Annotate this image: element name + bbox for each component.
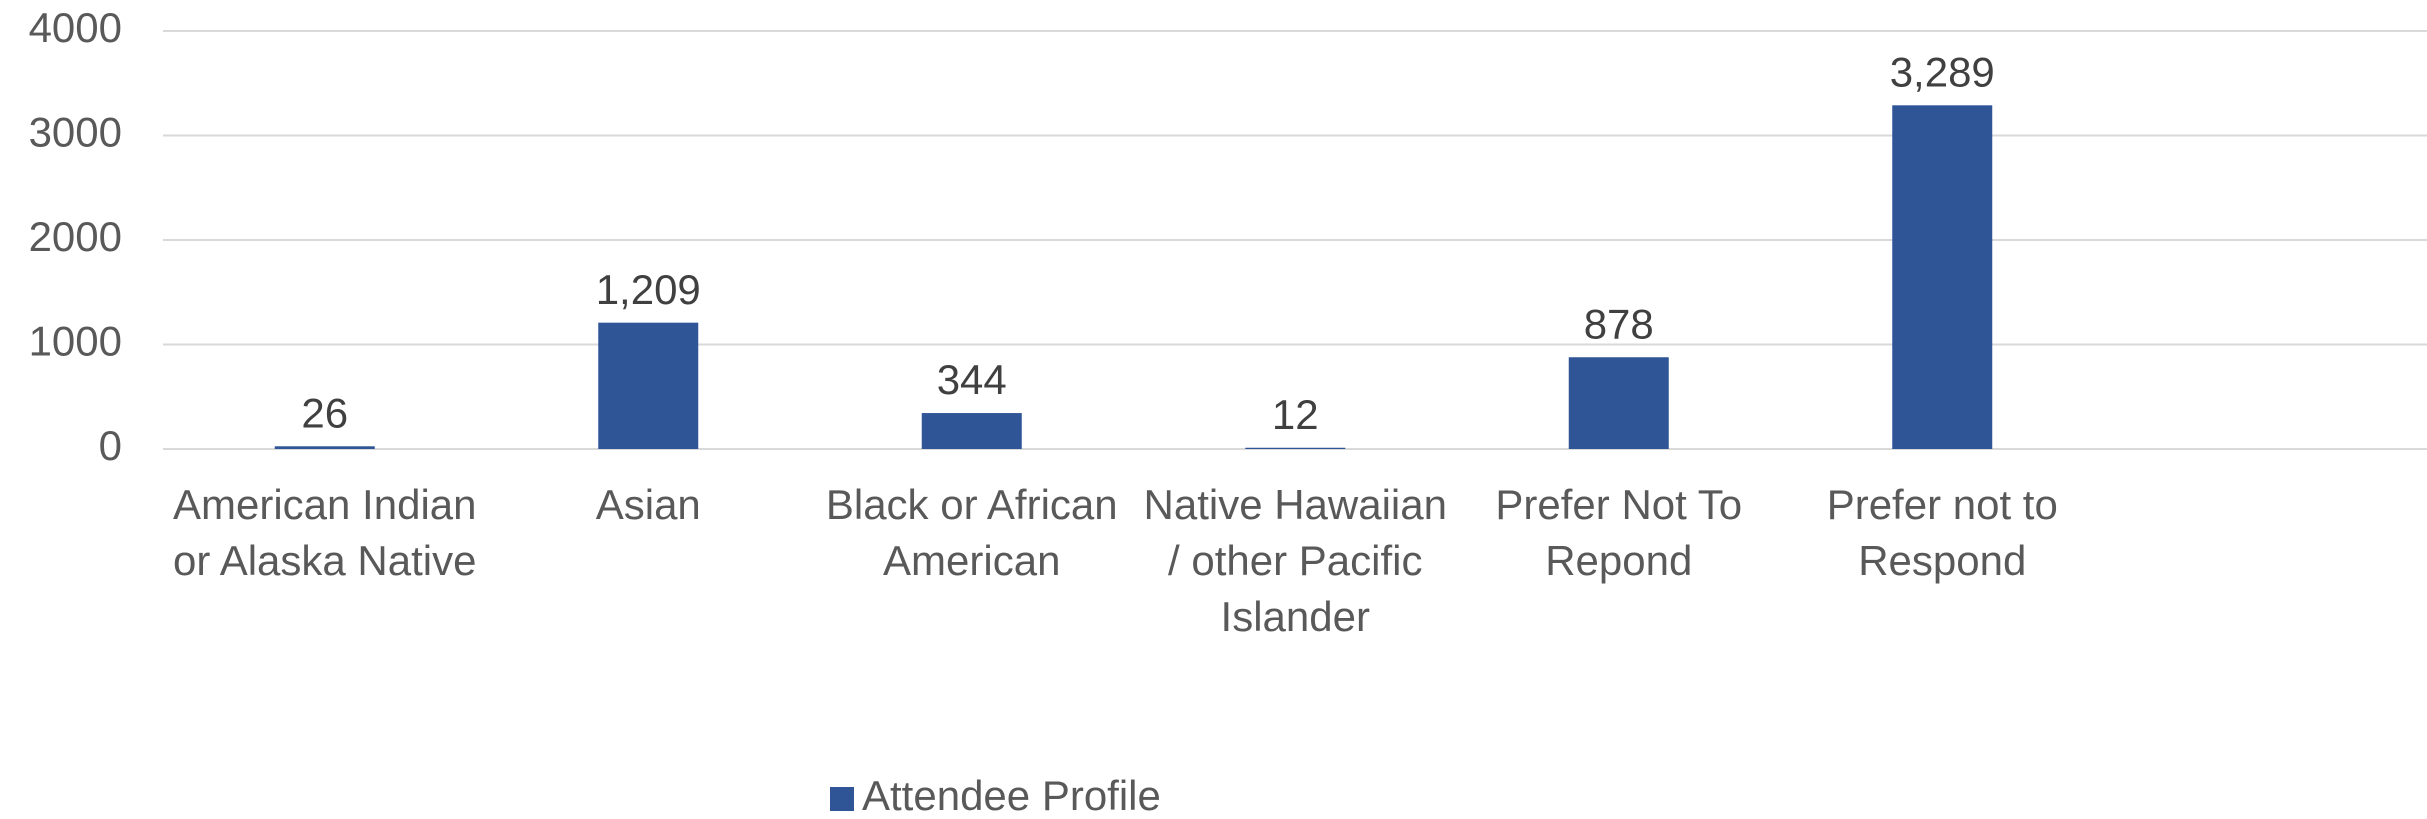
bar — [1568, 357, 1669, 449]
x-tick-label: American Indian or Alaska Native — [173, 481, 477, 584]
x-tick-label: Asian — [595, 481, 701, 528]
y-tick-label: 2000 — [29, 213, 122, 260]
value-label: 26 — [301, 389, 348, 436]
y-tick-label: 4000 — [29, 4, 122, 51]
legend-item: Attendee Profile — [830, 772, 1161, 819]
y-tick-label: 0 — [99, 422, 122, 469]
legend-swatch — [830, 786, 854, 811]
value-label: 344 — [937, 356, 1007, 403]
y-tick-label: 3000 — [29, 109, 122, 156]
value-label: 12 — [1272, 391, 1319, 438]
x-tick-label: Prefer not to Respond — [1826, 481, 2058, 584]
bar — [598, 322, 699, 449]
value-label: 878 — [1584, 300, 1654, 347]
bar — [921, 413, 1022, 449]
value-label: 1,209 — [596, 266, 701, 313]
bar — [1245, 447, 1346, 449]
bar — [274, 446, 375, 449]
y-tick-label: 1000 — [29, 318, 122, 365]
x-tick-label: Black or African American — [825, 481, 1118, 584]
legend-label: Attendee Profile — [862, 772, 1161, 819]
x-tick-label: Prefer Not To Repond — [1495, 481, 1743, 584]
value-label: 3,289 — [1890, 48, 1995, 95]
bar — [1892, 105, 1993, 449]
x-tick-label: Native Hawaiian / other Pacific Islander — [1143, 481, 1447, 640]
